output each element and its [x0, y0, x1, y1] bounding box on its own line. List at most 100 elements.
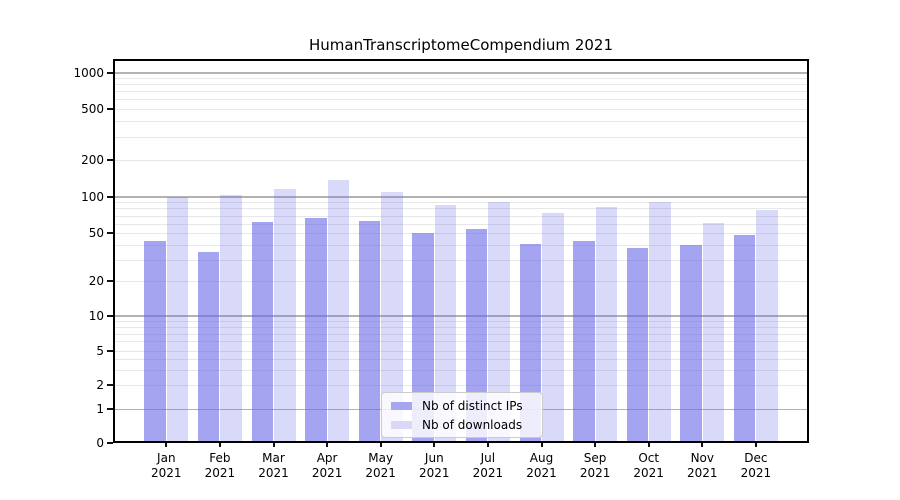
chart-title: HumanTranscriptomeCompendium 2021 [308, 36, 613, 54]
x-tick-label-year: 2021 [258, 466, 289, 480]
legend-item: Nb of distinct IPs [391, 396, 534, 415]
x-tick-mark [272, 443, 275, 447]
x-tick-mark [540, 443, 543, 447]
y-tick-label: 500 [81, 102, 104, 116]
x-tick-label-month: Jan [157, 451, 176, 465]
x-tick-label: Sep 2021 [563, 451, 627, 481]
legend-label: Nb of distinct IPs [422, 398, 523, 413]
bar-downloads [220, 195, 242, 443]
legend-swatch [391, 401, 412, 410]
y-tick-mark [107, 195, 113, 198]
x-tick-label: Aug 2021 [510, 451, 574, 481]
gridline-minor [113, 84, 809, 86]
gridline-minor [113, 121, 809, 123]
x-tick-mark [647, 443, 650, 447]
y-tick-label: 2 [96, 378, 104, 393]
y-tick-label: 1 [96, 402, 104, 417]
bar-distinct-ips [573, 241, 595, 443]
gridline-major [113, 196, 809, 198]
plot-area [113, 59, 809, 443]
x-tick-label-month: Apr [316, 451, 338, 465]
y-tick-mark [107, 280, 113, 282]
x-tick-label-year: 2021 [204, 466, 236, 480]
x-tick-label-year: 2021 [579, 466, 611, 480]
x-tick-label-month: Feb [209, 451, 231, 465]
bar-distinct-ips [465, 229, 488, 443]
x-tick-label-year: 2021 [151, 466, 182, 480]
x-tick-label-month: Jun [424, 451, 444, 465]
legend: Nb of distinct IPs Nb of downloads [381, 392, 543, 438]
gridline-minor [113, 202, 809, 204]
gridline-major [113, 72, 809, 74]
y-tick-mark [107, 408, 113, 411]
x-tick-label: Jul 2021 [456, 451, 520, 481]
x-tick-label: Jan 2021 [134, 451, 198, 481]
x-tick-label-month: May [368, 451, 394, 465]
bar-downloads [274, 188, 296, 443]
gridline-minor [113, 137, 809, 139]
x-tick-mark [218, 443, 221, 447]
x-tick-label: Mar 2021 [242, 451, 306, 481]
gridline-minor [113, 99, 809, 101]
bar-downloads [488, 202, 510, 443]
bar-distinct-ips [680, 244, 702, 443]
bar-downloads [381, 191, 403, 443]
bar-distinct-ips [144, 241, 166, 443]
bar-distinct-ips [412, 233, 434, 443]
y-tick-label: 200 [81, 153, 104, 167]
bar-downloads [649, 201, 671, 443]
y-tick-mark [107, 349, 113, 352]
y-tick-label: 5 [96, 343, 104, 358]
legend-item: Nb of downloads [391, 415, 534, 434]
x-tick-label-month: Dec [744, 451, 768, 465]
x-tick-label-month: Mar [262, 451, 285, 465]
x-tick-label-year: 2021 [633, 466, 664, 480]
x-tick-mark [433, 443, 436, 447]
y-tick-mark [107, 314, 113, 317]
y-tick-label: 100 [81, 189, 104, 204]
x-tick-label-year: 2021 [419, 466, 450, 480]
y-tick-mark [107, 108, 113, 110]
x-tick-label: Nov 2021 [670, 451, 734, 481]
x-tick-label: Dec 2021 [724, 451, 788, 481]
y-tick-label: 10 [88, 308, 104, 323]
bar-downloads [542, 213, 564, 443]
y-tick-mark [107, 442, 113, 444]
x-tick-label-month: Jul [480, 451, 496, 465]
x-tick-mark [165, 443, 168, 447]
y-tick-label: 1000 [73, 65, 104, 80]
x-tick-label-year: 2021 [526, 466, 557, 480]
x-tick-mark [594, 443, 597, 447]
x-tick-label: Oct 2021 [617, 451, 681, 481]
bar-downloads [595, 207, 618, 443]
x-tick-label-year: 2021 [472, 466, 504, 480]
gridline-minor [113, 91, 809, 93]
x-tick-label: May 2021 [349, 451, 413, 481]
x-tick-label-month: Oct [638, 451, 660, 465]
bar-downloads [434, 205, 457, 443]
x-tick-mark [379, 443, 382, 447]
bar-downloads [702, 222, 725, 443]
bar-downloads [327, 180, 350, 443]
gridline-minor [113, 160, 809, 161]
x-tick-mark [486, 443, 489, 447]
x-tick-label: Feb 2021 [188, 451, 252, 481]
x-tick-mark [754, 443, 757, 447]
x-tick-mark [326, 443, 329, 447]
y-tick-mark [107, 159, 113, 161]
bar-distinct-ips [358, 221, 381, 443]
x-tick-label-month: Nov [690, 451, 714, 465]
y-tick-mark [107, 71, 113, 74]
legend-swatch [391, 420, 412, 429]
y-tick-mark [107, 232, 113, 235]
y-tick-label: 20 [88, 274, 104, 288]
gridline-minor [113, 109, 809, 110]
bar-distinct-ips [733, 235, 756, 443]
x-tick-mark [701, 443, 704, 447]
bar-distinct-ips [197, 251, 220, 443]
y-tick-mark [107, 384, 113, 387]
x-tick-label-year: 2021 [687, 466, 718, 480]
bar-downloads [166, 196, 189, 443]
x-tick-label-month: Aug [529, 451, 554, 465]
